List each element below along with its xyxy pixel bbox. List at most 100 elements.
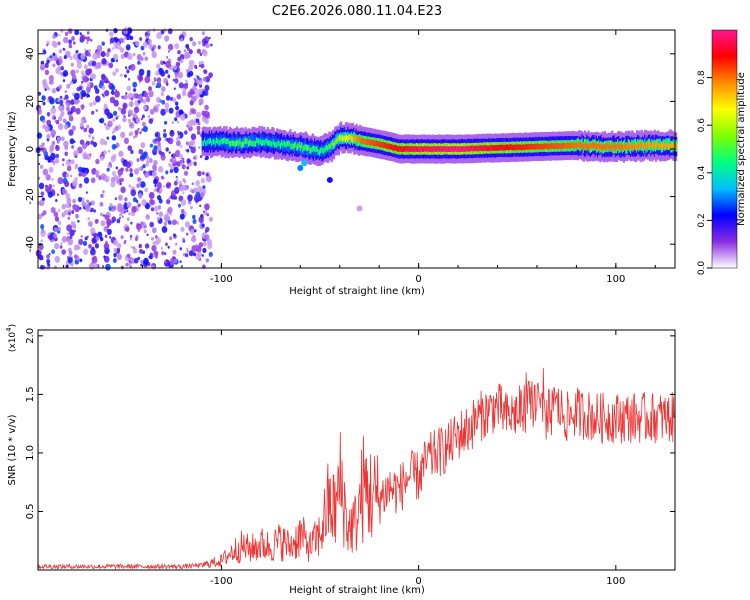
noise-speck — [166, 56, 169, 59]
noise-speck — [149, 221, 154, 228]
noise-speck — [180, 145, 183, 148]
noise-speck — [75, 214, 79, 219]
track-cell — [353, 137, 356, 144]
noise-speck — [163, 185, 165, 188]
noise-speck — [47, 87, 50, 91]
noise-speck — [73, 244, 79, 251]
noise-speck — [132, 197, 137, 203]
noise-speck — [201, 223, 205, 228]
track-cell — [250, 140, 253, 146]
noise-speck — [96, 62, 102, 69]
track-cell — [231, 140, 234, 146]
noise-speck — [112, 71, 117, 76]
noise-speck — [156, 63, 161, 69]
track-cell — [266, 139, 269, 145]
track-cell — [473, 145, 476, 152]
noise-speck — [146, 233, 149, 237]
noise-speck — [120, 235, 124, 240]
noise-speck — [122, 116, 127, 123]
noise-speck — [178, 82, 184, 89]
noise-speck — [140, 259, 144, 264]
noise-speck — [178, 203, 181, 208]
noise-speck — [175, 149, 181, 156]
noise-speck — [90, 39, 93, 42]
noise-speck — [62, 163, 65, 166]
noise-speck — [90, 209, 93, 213]
noise-speck — [69, 235, 73, 240]
track-cell — [514, 144, 517, 151]
snr-scale-exponent: 4 — [5, 327, 13, 332]
noise-speck — [173, 87, 176, 90]
noise-speck — [126, 217, 130, 221]
noise-speck — [118, 194, 123, 201]
track-cell — [310, 147, 313, 154]
noise-speck — [197, 251, 202, 257]
track-cell — [246, 138, 249, 144]
track-cell — [299, 144, 303, 151]
y-tick-label: 20 — [25, 95, 36, 108]
noise-speck — [186, 68, 190, 74]
track-cell — [379, 141, 382, 148]
track-cell — [459, 146, 462, 152]
noise-speck — [72, 198, 76, 204]
noise-speck — [71, 125, 77, 131]
noise-speck — [146, 173, 149, 177]
noise-speck — [125, 33, 131, 41]
noise-speck — [70, 106, 76, 113]
noise-speck — [91, 136, 95, 140]
noise-speck — [122, 102, 128, 110]
track-cell — [456, 146, 459, 152]
noise-speck — [130, 257, 135, 263]
noise-speck — [101, 151, 104, 154]
noise-speck — [67, 238, 74, 246]
noise-speck — [119, 150, 124, 156]
noise-speck — [165, 147, 169, 152]
track-cell — [264, 140, 267, 146]
noise-speck — [163, 221, 168, 226]
track-cell — [240, 142, 243, 148]
track-cell — [406, 145, 409, 152]
noise-speck — [78, 238, 84, 246]
track-cell — [355, 136, 358, 143]
track-cell — [569, 142, 572, 149]
noise-speck — [161, 99, 166, 105]
noise-speck — [69, 138, 75, 145]
noise-speck — [178, 134, 181, 138]
track-cell — [376, 140, 379, 147]
noise-speck — [53, 211, 59, 218]
noise-speck — [55, 145, 60, 152]
track-cell — [587, 144, 590, 150]
track-cell — [583, 143, 587, 150]
noise-speck — [132, 247, 138, 254]
track-cell — [632, 145, 635, 151]
track-cell — [388, 143, 391, 150]
noise-speck — [47, 191, 53, 198]
noise-speck — [186, 148, 190, 153]
noise-speck — [175, 175, 178, 179]
noise-speck — [138, 182, 142, 185]
noise-speck — [188, 70, 194, 77]
snr-scale-suffix: ) — [8, 324, 18, 328]
noise-speck — [51, 87, 57, 94]
noise-speck — [82, 116, 86, 120]
noise-speck — [85, 93, 90, 98]
noise-speck — [130, 97, 134, 101]
noise-speck — [114, 37, 119, 43]
track-cell — [604, 144, 607, 150]
noise-speck — [141, 182, 146, 188]
noise-speck — [155, 237, 161, 244]
noise-speck — [41, 147, 47, 154]
noise-speck — [48, 166, 54, 173]
noise-speck — [156, 32, 162, 40]
noise-speck — [185, 253, 189, 258]
noise-speck — [167, 197, 170, 201]
noise-speck — [182, 191, 185, 195]
noise-speck — [130, 245, 133, 249]
track-cell — [237, 139, 240, 145]
x-tick-label: 100 — [606, 576, 625, 587]
noise-speck — [152, 241, 155, 245]
noise-speck — [174, 186, 180, 194]
noise-speck — [62, 79, 66, 83]
noise-speck — [57, 41, 61, 46]
track-cell — [510, 144, 513, 150]
